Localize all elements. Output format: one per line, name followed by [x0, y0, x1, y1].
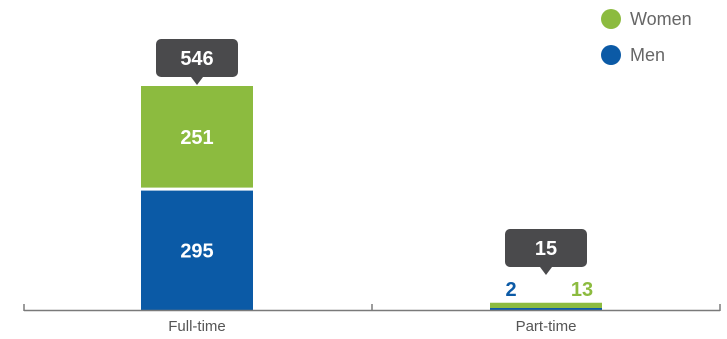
bar-women-part-time	[490, 302, 602, 308]
callout-pointer	[191, 77, 203, 85]
data-label-men-full-time: 295	[180, 240, 213, 262]
legend-label: Women	[630, 9, 692, 29]
callout-box	[156, 39, 238, 77]
total-label-part-time: 15	[535, 238, 557, 260]
total-callout-full-time: 546	[156, 39, 238, 85]
data-label-men-part-time: 2	[505, 279, 516, 301]
bar-men-full-time	[141, 190, 253, 310]
data-label-women-full-time: 251	[180, 127, 213, 149]
legend-item-men: Men	[601, 45, 665, 65]
data-label-women-part-time: 13	[571, 279, 593, 301]
x-tick-label-part-time: Part-time	[516, 318, 577, 335]
legend-label: Men	[630, 45, 665, 65]
legend-swatch	[601, 45, 621, 65]
bar-men-part-time	[490, 308, 602, 310]
callout-box	[505, 229, 587, 267]
total-label-full-time: 546	[180, 48, 213, 70]
callout-pointer	[540, 267, 552, 275]
legend: Women Men	[601, 9, 692, 65]
legend-swatch	[601, 9, 621, 29]
x-axis: Full-time Part-time	[23, 304, 721, 335]
legend-item-women: Women	[601, 9, 692, 29]
total-callouts-layer: 546 15	[156, 39, 587, 275]
bar-women-full-time	[141, 86, 253, 188]
x-tick-label-full-time: Full-time	[168, 318, 226, 335]
bars-layer: 295 251 2 13	[141, 86, 602, 310]
total-callout-part-time: 15	[505, 229, 587, 275]
